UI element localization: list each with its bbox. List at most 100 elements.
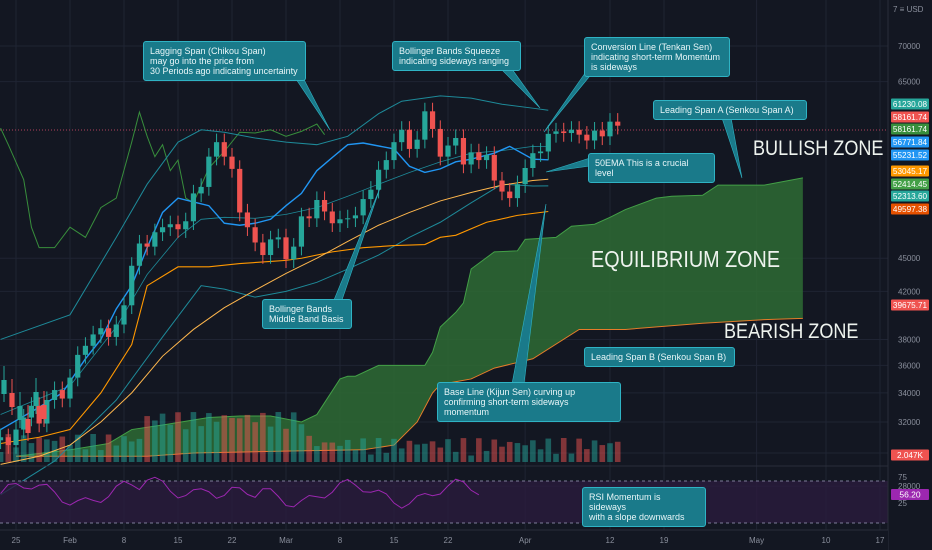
volume-bar (344, 439, 351, 462)
candle (476, 152, 482, 161)
volume-bar (206, 413, 212, 462)
volume-bar (28, 443, 35, 462)
candle (483, 154, 490, 161)
candle (90, 334, 96, 346)
volume-bar (476, 438, 482, 462)
volume-bar (159, 413, 166, 462)
volume-bar (576, 438, 582, 462)
volume-bar (337, 445, 343, 462)
price-tick-label: 32000 (898, 418, 921, 427)
volume-bar (383, 452, 390, 462)
chikou-span (0, 110, 325, 249)
callout-kijun: Base Line (Kijun Sen) curving up confirm… (437, 382, 621, 422)
candle (9, 393, 15, 407)
candle (17, 406, 23, 420)
candle (175, 224, 181, 230)
candle (460, 137, 467, 165)
volume-bar (306, 435, 312, 462)
price-tag (891, 178, 929, 190)
callout-bb-middle: Bollinger Bands Middle Band Basis (262, 299, 352, 329)
volume-bar (591, 440, 598, 462)
candle (615, 121, 621, 126)
candle (136, 243, 143, 266)
volume-bar (429, 441, 436, 462)
volume-bar (321, 442, 328, 462)
candle (507, 191, 513, 199)
price-tag (891, 190, 929, 202)
volume-bar (267, 426, 274, 462)
volume-bar (522, 445, 528, 462)
candle (129, 265, 135, 306)
price-tick-label: 36000 (898, 361, 921, 370)
price-tag-label: 56771.84 (893, 138, 928, 147)
candle (391, 142, 397, 161)
volume-bar (275, 412, 282, 462)
candle (499, 180, 505, 192)
candle (167, 224, 173, 228)
price-tag (891, 123, 929, 135)
candle (252, 227, 258, 243)
candle (584, 134, 590, 141)
candle (545, 133, 551, 152)
callout-rsi: RSI Momentum is sideways with a slope do… (582, 487, 706, 527)
candle (21, 417, 27, 430)
candle (67, 377, 73, 399)
time-tick-label: 10 (822, 536, 831, 545)
candle (298, 216, 305, 247)
volume-bar (368, 454, 374, 462)
candle (41, 405, 47, 419)
price-tick-label: 45000 (898, 254, 921, 263)
volume-bar (221, 415, 228, 462)
time-tick-label: 22 (228, 536, 237, 545)
volume-bar (468, 455, 474, 462)
volume-bar (260, 412, 266, 462)
volume-bar (0, 452, 4, 462)
price-tag-label: 61230.08 (893, 100, 928, 109)
volume-bar (152, 420, 158, 462)
volume-bar (90, 434, 96, 462)
candle (28, 405, 35, 418)
volume-bar (545, 438, 552, 462)
candle (213, 142, 220, 157)
candle (429, 111, 436, 129)
volume-bar (121, 436, 127, 462)
pointer-ema (545, 157, 591, 173)
candle (314, 199, 320, 219)
volume-bar (98, 450, 104, 462)
zone-bullish: BULLISH ZONE (753, 137, 884, 160)
candle (599, 130, 605, 137)
time-tick-label: 25 (12, 536, 21, 545)
rsi-pane (0, 465, 888, 524)
time-tick-label: Feb (63, 536, 77, 545)
time-tick-label: 12 (606, 536, 615, 545)
volume-bar (584, 449, 590, 462)
volume-bar (229, 417, 235, 462)
price-tag (891, 111, 929, 123)
volume-bar (20, 435, 27, 462)
volume-bar (437, 447, 444, 462)
candle (267, 239, 274, 256)
callout-senkou-a: Leading Span A (Senkou Span A) (653, 100, 807, 120)
candle (190, 193, 197, 222)
volume-bar (128, 441, 135, 462)
volume-bar (314, 446, 320, 462)
time-tick-label: 15 (174, 536, 183, 545)
rsi-value-label: 56.20 (899, 490, 921, 500)
volume-bar (36, 437, 42, 462)
candle (82, 345, 89, 355)
candle (59, 390, 65, 399)
tenkan-sen (0, 142, 549, 431)
candle (422, 111, 428, 140)
volume-bar (614, 441, 621, 462)
time-tick-label: Apr (519, 536, 532, 545)
rsi-band (0, 481, 888, 523)
volume-bar (252, 422, 258, 462)
candle (206, 156, 212, 187)
price-tag-label: 52313.60 (893, 192, 928, 201)
candle (306, 216, 312, 219)
pointer-bb-middle (333, 187, 381, 301)
candle (437, 128, 443, 157)
price-tag-label: 55231.52 (893, 151, 928, 160)
candle (283, 237, 289, 260)
